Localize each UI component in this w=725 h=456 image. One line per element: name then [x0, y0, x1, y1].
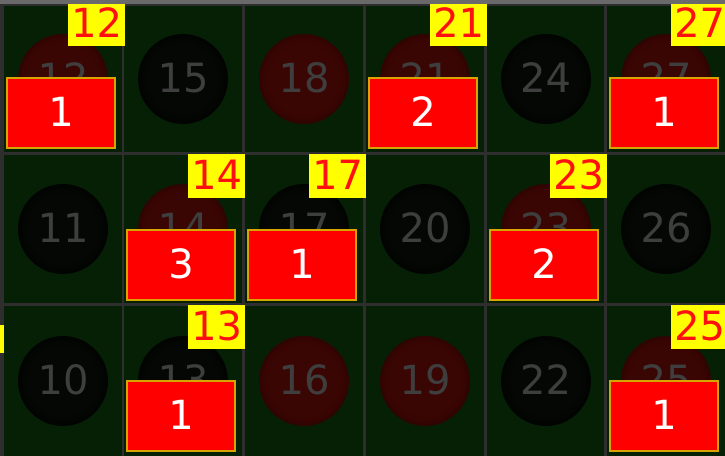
number-cell-19[interactable]: 19 [366, 306, 484, 456]
number-cell-20[interactable]: 20 [366, 155, 484, 303]
number-cell-14[interactable]: 14314 [124, 155, 242, 303]
number-cell-25[interactable]: 25125 [607, 306, 725, 456]
bet-chip[interactable]: 2 [368, 77, 478, 149]
bet-chip[interactable]: 1 [609, 77, 719, 149]
bet-number-tag: 21 [430, 2, 487, 46]
number-cell-13[interactable]: 13113 [124, 306, 242, 456]
number-label: 10 [4, 361, 122, 401]
number-cell-26[interactable]: 26 [607, 155, 725, 303]
number-label: 24 [487, 59, 604, 99]
number-label: 16 [245, 361, 363, 401]
board-top-edge [0, 0, 725, 4]
bet-chip[interactable]: 1 [247, 229, 357, 301]
number-cell-16[interactable]: 16 [245, 306, 363, 456]
number-label: 15 [124, 59, 242, 99]
number-cell-17[interactable]: 17117 [245, 155, 363, 303]
bet-number-tag: 23 [550, 154, 607, 198]
number-label: 19 [366, 361, 484, 401]
number-label: 20 [366, 209, 484, 249]
number-cell-12[interactable]: 12112 [4, 6, 122, 152]
number-label: 18 [245, 59, 363, 99]
number-cell-24[interactable]: 24 [487, 6, 604, 152]
bet-chip[interactable]: 3 [126, 229, 236, 301]
number-cell-21[interactable]: 21221 [366, 6, 484, 152]
number-cell-10[interactable]: 10 [4, 306, 122, 456]
number-cell-11[interactable]: 11 [4, 155, 122, 303]
number-label: 22 [487, 361, 604, 401]
bet-number-tag: 14 [188, 154, 245, 198]
number-label: 26 [607, 209, 725, 249]
neighbor-tag-edge [0, 325, 4, 353]
bet-chip[interactable]: 1 [126, 380, 236, 452]
bet-number-tag: 25 [671, 305, 725, 349]
bet-number-tag: 27 [671, 2, 725, 46]
number-cell-23[interactable]: 23223 [487, 155, 604, 303]
bet-number-tag: 17 [309, 154, 366, 198]
bet-chip[interactable]: 1 [6, 77, 116, 149]
number-cell-27[interactable]: 27127 [607, 6, 725, 152]
bet-chip[interactable]: 1 [609, 380, 719, 452]
bet-chip[interactable]: 2 [489, 229, 599, 301]
number-cell-18[interactable]: 18 [245, 6, 363, 152]
number-cell-15[interactable]: 15 [124, 6, 242, 152]
bet-number-tag: 13 [188, 305, 245, 349]
number-cell-22[interactable]: 22 [487, 306, 604, 456]
number-label: 11 [4, 209, 122, 249]
bet-number-tag: 12 [68, 2, 125, 46]
